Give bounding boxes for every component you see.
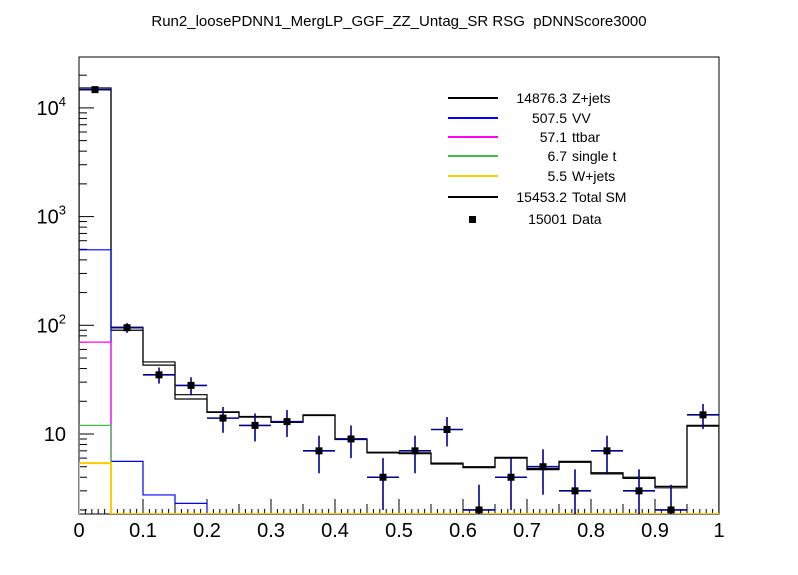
data-point-marker bbox=[507, 473, 515, 481]
legend-entry: 15453.2 Total SM bbox=[448, 189, 626, 205]
legend-label: Total SM bbox=[572, 189, 626, 205]
legend-value: 14876.3 bbox=[516, 90, 567, 106]
x-tick-label: 0.7 bbox=[513, 520, 541, 542]
y-tick-label: 102 bbox=[37, 311, 66, 337]
data-point-marker bbox=[347, 435, 355, 443]
x-tick-label: 0.9 bbox=[641, 520, 669, 542]
legend-value: 6.7 bbox=[548, 148, 568, 164]
data-point-marker bbox=[219, 414, 227, 422]
data-point-marker bbox=[155, 371, 163, 379]
data-point-marker bbox=[571, 487, 579, 495]
legend-entry: 14876.3 Z+jets bbox=[448, 90, 611, 106]
data-point-marker bbox=[603, 447, 611, 455]
legend-label: single t bbox=[572, 148, 616, 164]
legend-label: Data bbox=[572, 211, 602, 227]
y-tick-label: 104 bbox=[37, 94, 66, 120]
x-tick-label: 0.6 bbox=[449, 520, 477, 542]
legend-entry: 5.5 W+jets bbox=[448, 168, 615, 184]
data-points-group bbox=[79, 86, 719, 514]
data-point-marker bbox=[315, 447, 323, 455]
x-tick-label: 1 bbox=[713, 520, 724, 542]
y-tick-label: 103 bbox=[37, 203, 66, 229]
x-tick-label: 0.2 bbox=[193, 520, 221, 542]
data-point-marker bbox=[187, 381, 195, 389]
legend-value: 507.5 bbox=[532, 110, 567, 126]
legend-label: Z+jets bbox=[572, 90, 611, 106]
data-point-marker bbox=[91, 86, 99, 94]
series-vv-path bbox=[79, 249, 719, 514]
legend-value: 15001 bbox=[528, 211, 567, 227]
legend-value: 15453.2 bbox=[516, 189, 567, 205]
data-point-marker bbox=[379, 473, 387, 481]
x-tick-label: 0.5 bbox=[385, 520, 413, 542]
x-tick-label: 0.3 bbox=[257, 520, 285, 542]
data-point-marker bbox=[411, 447, 419, 455]
x-tick-label: 0 bbox=[73, 520, 84, 542]
x-tick-label: 0.1 bbox=[129, 520, 157, 542]
y-tick-label: 10 bbox=[44, 424, 66, 446]
x-tick-label: 0.8 bbox=[577, 520, 605, 542]
data-point-marker bbox=[635, 487, 643, 495]
plot-frame bbox=[78, 56, 720, 515]
series-totalsm-path bbox=[79, 87, 719, 514]
legend-label: VV bbox=[572, 110, 591, 126]
legend-value: 57.1 bbox=[540, 129, 567, 145]
x-tick-label: 0.4 bbox=[321, 520, 349, 542]
legend-label: ttbar bbox=[572, 129, 600, 145]
legend-value: 5.5 bbox=[548, 168, 568, 184]
data-point-marker bbox=[539, 463, 547, 471]
legend-entry: 6.7 single t bbox=[448, 148, 616, 164]
data-point-marker bbox=[699, 411, 707, 419]
legend-entry: 57.1 ttbar bbox=[448, 129, 600, 145]
data-point-marker bbox=[475, 506, 483, 514]
legend-sample-marker bbox=[469, 216, 476, 223]
plot-title: Run2_loosePDNN1_MergLP_GGF_ZZ_Untag_SR R… bbox=[151, 13, 647, 30]
data-point-marker bbox=[667, 506, 675, 514]
data-point-marker bbox=[283, 418, 291, 426]
legend-entry: 15001 Data bbox=[469, 211, 602, 227]
data-point-marker bbox=[443, 426, 451, 434]
data-point-marker bbox=[251, 421, 259, 429]
legend-entry: 507.5 VV bbox=[448, 110, 591, 126]
data-point-marker bbox=[123, 324, 131, 332]
legend-label: W+jets bbox=[572, 168, 615, 184]
